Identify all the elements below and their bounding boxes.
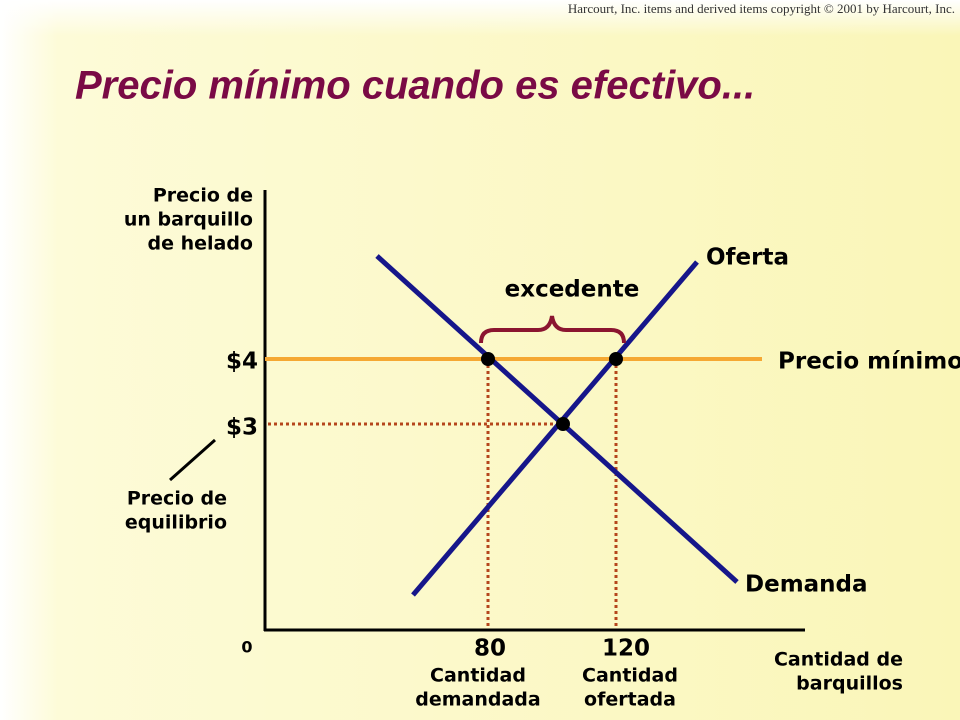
origin-label: 0	[241, 638, 252, 657]
quantity-label: Cantidad	[582, 665, 678, 687]
y-axis-label: de helado	[147, 233, 253, 255]
point	[556, 417, 570, 431]
quantity-label: Cantidad	[430, 665, 526, 687]
surplus-label: excedente	[505, 277, 640, 303]
quantity-label: ofertada	[584, 689, 676, 711]
quantity-value: 120	[602, 636, 650, 662]
demand-curve	[375, 254, 739, 584]
supply-label: Oferta	[706, 245, 789, 271]
y-axis-label: un barquillo	[124, 209, 253, 231]
quantity-label: demandada	[415, 689, 540, 711]
demand-label: Demanda	[745, 572, 868, 598]
equilibrium-label: Precio de	[127, 488, 227, 510]
supply-curve	[411, 260, 699, 597]
quantity-value: 80	[474, 636, 506, 662]
y-axis-label: Precio de	[153, 185, 253, 207]
equilibrium-label: equilibrio	[125, 512, 227, 534]
price-label: $3	[226, 415, 258, 441]
price-label: $4	[226, 349, 258, 375]
surplus-brace	[479, 315, 626, 344]
x-axis-label: barquillos	[796, 673, 903, 695]
copyright: Harcourt, Inc. items and derived items c…	[568, 1, 955, 16]
pointer-line	[169, 438, 216, 482]
point	[481, 352, 495, 366]
price-floor-label: Precio mínimo	[778, 349, 960, 375]
title: Precio mínimo cuando es efectivo...	[75, 64, 755, 108]
x-axis-label: Cantidad de	[774, 649, 903, 671]
point	[609, 352, 623, 366]
